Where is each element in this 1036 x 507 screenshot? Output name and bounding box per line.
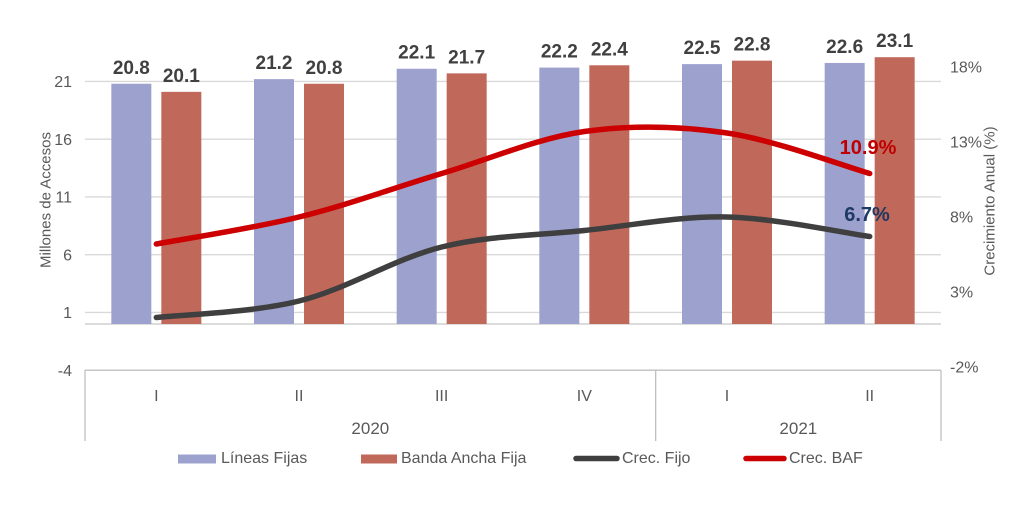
legend-label-banda-ancha-fija: Banda Ancha Fija	[401, 450, 527, 467]
legend: Líneas Fijas Banda Ancha Fija Crec. Fijo…	[178, 450, 863, 467]
bar-lineas-fijas	[254, 79, 294, 324]
bar-lineas-fijas	[111, 83, 152, 324]
year-label: 2020	[351, 419, 389, 438]
right-axis-tick-label: 8%	[950, 210, 973, 227]
left-axis-tick-label: 6	[63, 247, 72, 264]
quarter-label: IV	[577, 388, 592, 405]
bar-value-label-lineas-fijas: 22.5	[684, 38, 721, 59]
right-axis-tick-label: 18%	[950, 60, 982, 77]
bar-lineas-fijas	[824, 62, 865, 324]
chart-plot-layer: 20.8 21.2 22.1 22.2 22.5 22.6 20.1 20.8 21.7 22.4…	[54, 31, 982, 441]
right-axis-tick-label: 13%	[950, 135, 982, 152]
quarter-label: II	[295, 388, 304, 405]
bar-banda-ancha-fija	[446, 73, 487, 325]
left-axis-tick-label: 16	[54, 132, 72, 149]
bar-banda-ancha-fija	[161, 91, 202, 324]
legend-swatch-banda-ancha-fija	[361, 454, 397, 464]
bar-banda-ancha-fija	[874, 57, 915, 324]
year-label: 2021	[779, 419, 817, 438]
growth-line-crec-baf	[153, 124, 873, 247]
legend-label-lineas-fijas: Líneas Fijas	[221, 450, 307, 467]
legend-swatch-lineas-fijas	[178, 454, 216, 464]
bar-value-label-banda-ancha-fija: 20.8	[306, 58, 343, 79]
crec-fijo-end-label: 6.7%	[844, 204, 890, 226]
bar-banda-ancha-fija	[732, 60, 772, 324]
bar-value-label-banda-ancha-fija: 23.1	[876, 31, 913, 52]
bar-value-label-banda-ancha-fija: 20.1	[163, 66, 200, 87]
right-axis-tick-label: 3%	[950, 285, 973, 302]
bar-lineas-fijas	[539, 67, 580, 324]
left-axis-tick-label: 21	[54, 74, 72, 91]
bar-value-label-lineas-fijas: 20.8	[113, 58, 150, 79]
bar-value-label-banda-ancha-fija: 22.8	[734, 35, 771, 56]
legend-label-crec-baf: Crec. BAF	[789, 450, 863, 467]
legend-label-crec-fijo: Crec. Fijo	[622, 450, 691, 467]
quarter-label: II	[865, 388, 874, 405]
left-axis-title: Millones de Accesos	[37, 132, 54, 268]
bar-value-label-banda-ancha-fija: 22.4	[591, 39, 628, 60]
bar-lineas-fijas	[396, 68, 437, 325]
bar-value-label-lineas-fijas: 22.2	[541, 42, 578, 63]
bar-value-label-banda-ancha-fija: 21.7	[448, 47, 485, 68]
crec-baf-end-label: 10.9%	[840, 137, 897, 159]
bar-lineas-fijas	[682, 64, 722, 324]
quarter-label: I	[154, 388, 158, 405]
bar-value-label-lineas-fijas: 22.1	[398, 43, 435, 64]
bar-value-label-lineas-fijas: 21.2	[256, 53, 293, 74]
growth-line-crec-fijo	[153, 214, 873, 321]
bar-value-label-lineas-fijas: 22.6	[826, 37, 863, 58]
quarter-label: III	[435, 388, 448, 405]
left-axis-tick-label: 1	[63, 305, 72, 322]
right-axis-tick-label: -2%	[950, 360, 978, 377]
left-axis-tick-label: -4	[58, 363, 72, 380]
quarter-label: I	[725, 388, 729, 405]
bar-banda-ancha-fija	[589, 65, 630, 324]
right-axis-title: Crecimiento Anual (%)	[981, 126, 998, 275]
left-axis-tick-label: 11	[55, 190, 72, 207]
